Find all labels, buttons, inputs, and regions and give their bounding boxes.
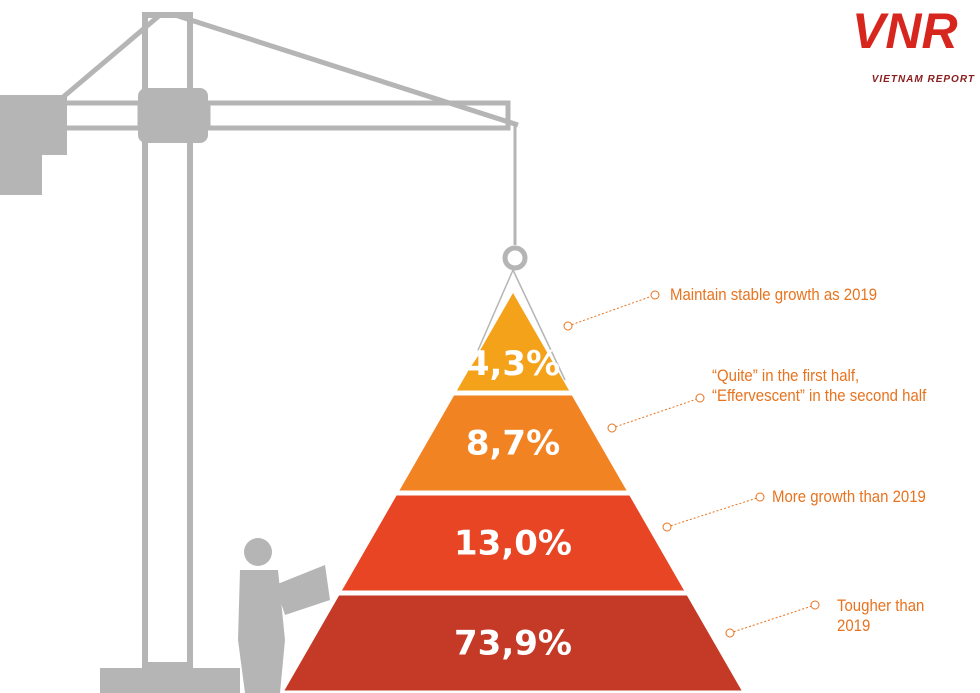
- connector-dot: [662, 522, 672, 532]
- pyramid-layer: [284, 595, 742, 691]
- connector-dot: [725, 628, 735, 638]
- logo-mark: VNR: [852, 3, 958, 59]
- category-label: Tougher than 2019: [837, 596, 925, 635]
- connectors: [563, 290, 820, 638]
- connector-dot: [563, 321, 573, 331]
- value-label: 13,0%: [454, 524, 572, 564]
- category-label: Maintain stable growth as 2019: [670, 285, 878, 304]
- value-label: 8,7%: [466, 424, 560, 464]
- crane: [0, 12, 566, 693]
- connector: [666, 496, 761, 528]
- connector: [567, 294, 656, 327]
- pyramid-layer: [456, 293, 570, 391]
- connector: [729, 604, 816, 634]
- category-label: More growth than 2019: [772, 487, 926, 506]
- pyramid: 4,3% 8,7% 13,0% 73,9%: [284, 293, 742, 691]
- category-label: “Quite” in the first half, “Effervescent…: [712, 366, 927, 405]
- connector-dot: [755, 492, 765, 502]
- logo-tagline: VIETNAM REPORT: [872, 74, 975, 85]
- connector-dot: [810, 600, 820, 610]
- value-label: 4,3%: [466, 344, 560, 384]
- pyramid-layer: [341, 495, 685, 591]
- connector: [611, 397, 701, 429]
- logo: VNR VIETNAM REPORT: [852, 3, 975, 85]
- connector-dot: [607, 423, 617, 433]
- connector-dot: [695, 393, 705, 403]
- value-label: 73,9%: [454, 624, 572, 664]
- connector-dot: [650, 290, 660, 300]
- pyramid-layer: [399, 395, 627, 491]
